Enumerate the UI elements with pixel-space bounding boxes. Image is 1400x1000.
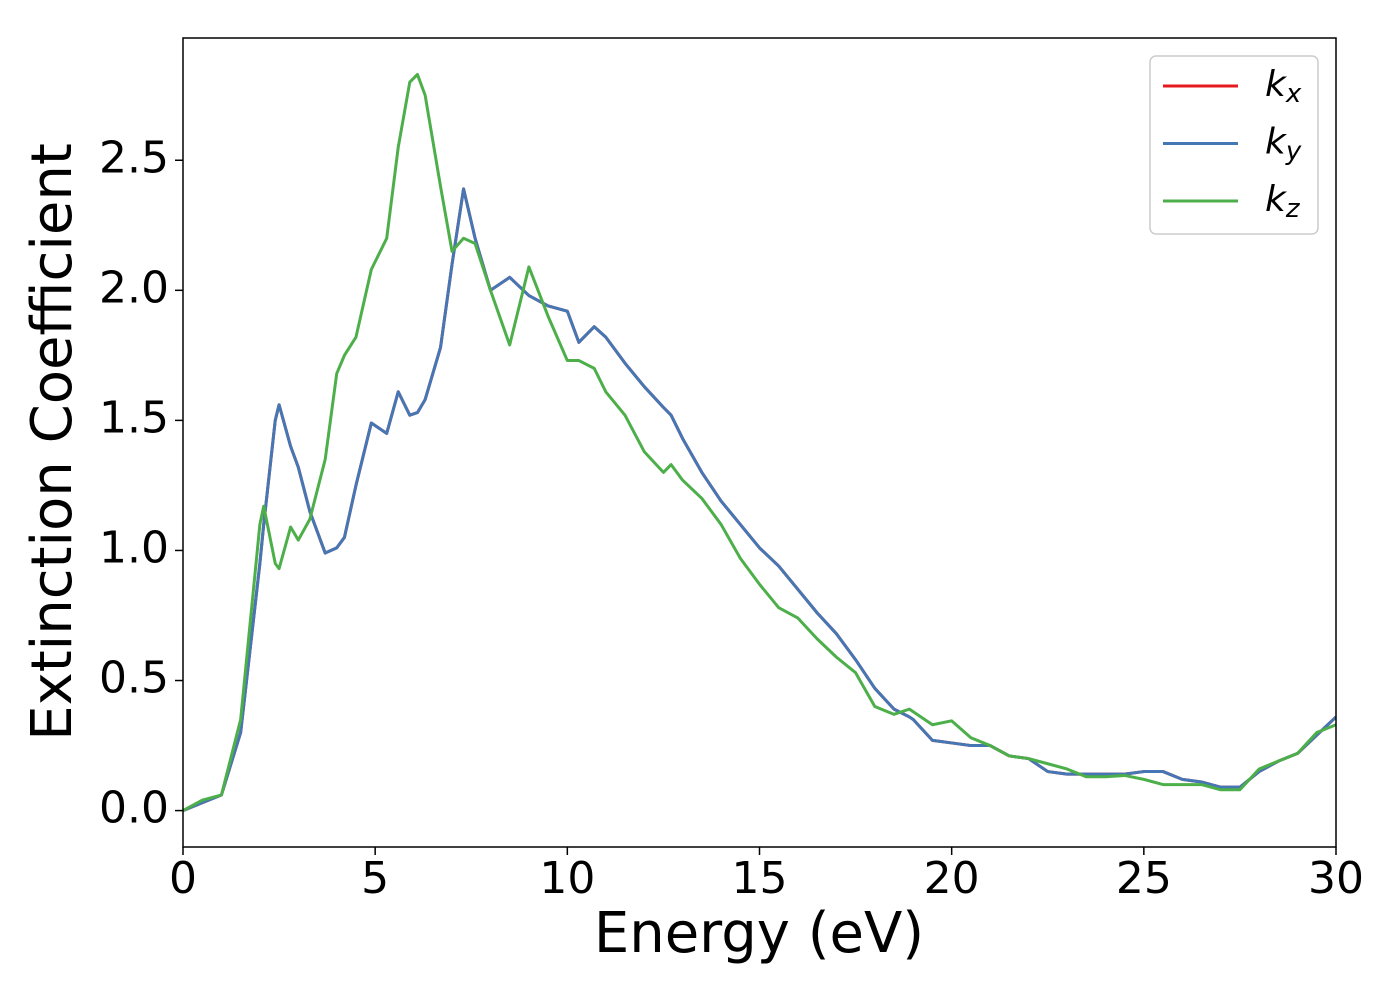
x-tick-label: 15: [732, 853, 788, 904]
y-tick-label: 2.0: [99, 262, 169, 313]
line-series: [183, 72, 1336, 812]
x-tick-label: 30: [1308, 853, 1364, 904]
x-tick-label: 20: [924, 853, 980, 904]
y-tick-label: 0.5: [99, 653, 169, 704]
y-tick-label: 2.5: [99, 132, 169, 183]
y-tick-label: 1.5: [99, 392, 169, 443]
x-axis-label: Energy (eV): [594, 901, 924, 966]
legend-label: ky: [1265, 122, 1302, 167]
x-tick-label: 0: [169, 853, 197, 904]
legend-label: kz: [1265, 179, 1301, 224]
y-axis-label: Extinction Coefficient: [20, 143, 85, 741]
line-series: [183, 187, 1336, 812]
x-tick-label: 5: [361, 853, 389, 904]
line-series: [183, 187, 1336, 812]
plot-area: [183, 72, 1336, 812]
y-tick-label: 1.0: [99, 522, 169, 573]
axes-frame: [182, 37, 1337, 848]
x-tick-label: 10: [539, 853, 595, 904]
legend-label: kx: [1265, 64, 1302, 109]
x-tick-label: 25: [1116, 853, 1172, 904]
y-tick-label: 0.0: [99, 783, 169, 834]
